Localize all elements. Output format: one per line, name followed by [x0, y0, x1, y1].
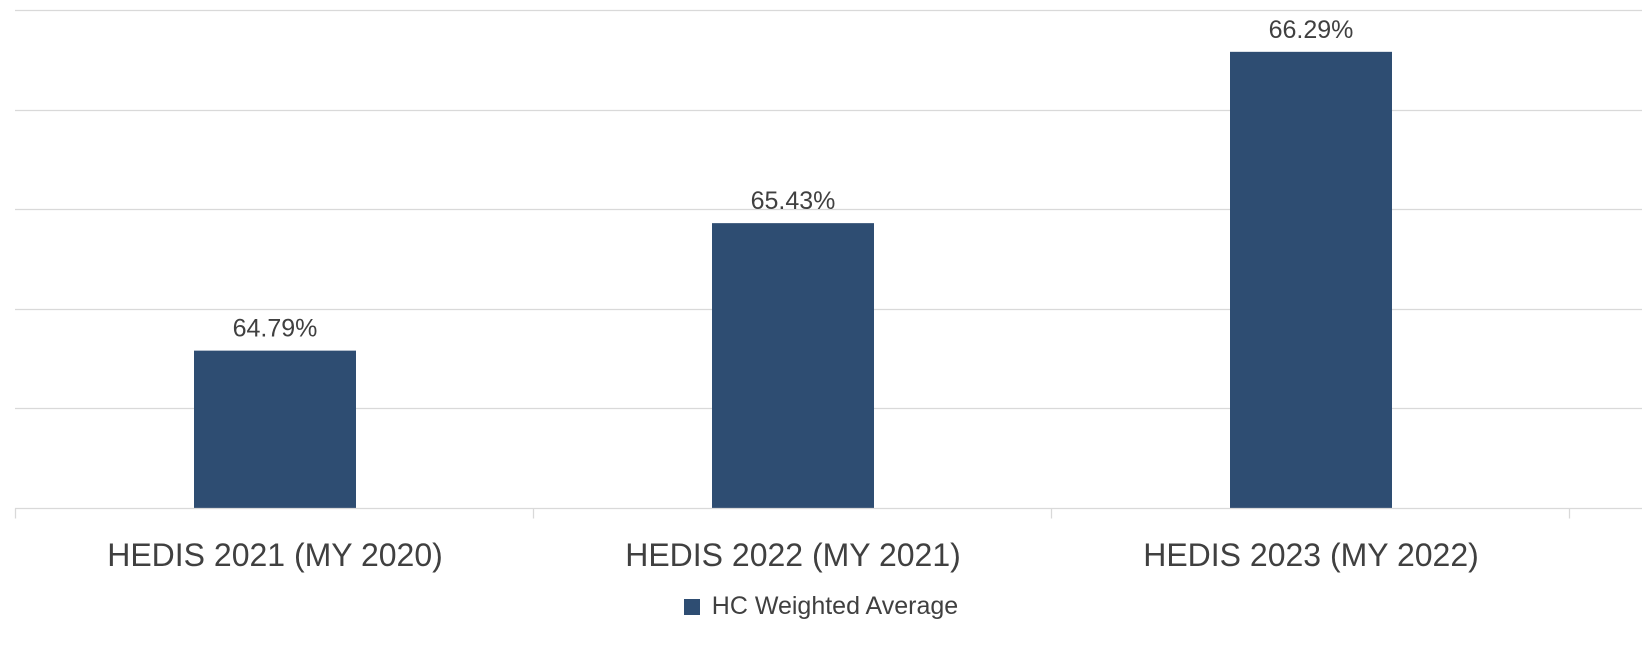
category-labels: HEDIS 2021 (MY 2020) HEDIS 2022 (MY 2021)…: [107, 537, 1479, 573]
data-label: 64.79%: [233, 315, 318, 343]
x-tick-label: HEDIS 2023 (MY 2022): [1143, 537, 1479, 573]
bars: [194, 51, 1392, 509]
x-tick-label: HEDIS 2021 (MY 2020): [107, 537, 443, 573]
data-label: 65.43%: [751, 187, 836, 215]
data-label: 66.29%: [1269, 16, 1354, 44]
x-tick-label: HEDIS 2022 (MY 2021): [625, 537, 961, 573]
bar: [712, 223, 874, 509]
bar: [1230, 51, 1392, 508]
bar: [194, 350, 356, 508]
legend-swatch: [683, 598, 700, 615]
legend-label: HC Weighted Average: [711, 592, 959, 620]
legend: HC Weighted Average: [0, 592, 1642, 621]
x-axis: [14, 507, 1642, 519]
data-labels: 64.79% 65.43% 66.29%: [233, 16, 1354, 343]
